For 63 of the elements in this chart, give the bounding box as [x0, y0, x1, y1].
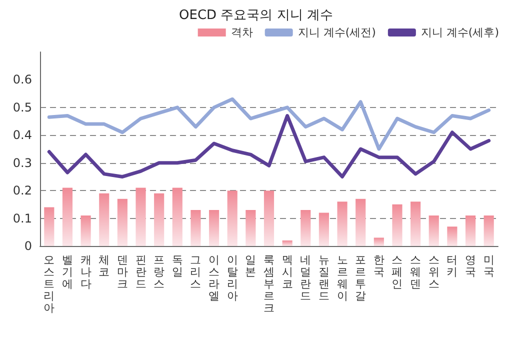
- x-tick-label: 노르웨이: [336, 254, 348, 302]
- x-tick-label: 터키: [446, 254, 458, 278]
- x-tick-label: 멕시코: [282, 254, 293, 290]
- x-tick-label: 한국: [373, 254, 384, 278]
- x-tick-label: 뉴질랜드: [318, 254, 330, 302]
- line-series: [47, 97, 491, 151]
- bar: [374, 238, 384, 246]
- bar: [246, 210, 256, 246]
- y-tick-label: 0.6: [12, 72, 32, 87]
- bar: [227, 190, 238, 246]
- bar: [117, 198, 128, 246]
- y-tick-label: 0.1: [12, 211, 32, 226]
- line-series: [47, 114, 491, 178]
- bar: [264, 190, 274, 246]
- x-tick-label: 이스라엘: [208, 254, 220, 302]
- bar: [209, 210, 220, 246]
- bar: [356, 198, 366, 246]
- bar: [44, 207, 54, 246]
- x-tick-label: 스페인: [392, 254, 403, 290]
- y-tick-label: 0: [24, 239, 32, 253]
- x-tick-label: 네덜란드: [300, 254, 312, 302]
- bar: [484, 216, 494, 246]
- y-tick-label: 0.2: [12, 184, 32, 198]
- x-tick-label: 그리스: [190, 254, 202, 290]
- x-tick-label: 일본: [245, 254, 256, 278]
- y-tick-label: 0.4: [12, 128, 32, 142]
- x-tick-label: 오스트리아: [44, 254, 55, 314]
- bar: [190, 210, 201, 246]
- chart-title: OECD 주요국의 지니 계수: [179, 8, 333, 23]
- bar: [80, 216, 91, 246]
- bar: [428, 216, 439, 246]
- x-tick-label: 이탈리아: [226, 254, 238, 302]
- bar: [318, 212, 329, 246]
- x-tick-label: 영국: [465, 254, 476, 278]
- x-tick-label: 핀란드: [135, 254, 146, 290]
- x-tick-label: 스위스: [428, 254, 440, 290]
- bar: [154, 193, 164, 246]
- x-tick-label: 프랑스: [154, 254, 165, 290]
- y-tick-label: 0.5: [12, 100, 32, 114]
- y-tick-label: 0.3: [12, 156, 32, 170]
- x-tick-label: 독일: [172, 254, 183, 278]
- x-tick-label: 캐나다: [80, 254, 92, 290]
- bar: [300, 210, 311, 246]
- x-tick-label: 덴마크: [116, 254, 128, 290]
- x-tick-label: 미국: [483, 254, 494, 278]
- bar: [392, 204, 402, 246]
- bar: [465, 216, 476, 246]
- x-tick-label: 체코: [98, 254, 110, 278]
- bar: [62, 188, 73, 246]
- x-tick-label: 룩셈부르크: [264, 254, 274, 314]
- x-tick-label: 포르투갈: [355, 254, 366, 302]
- bar: [99, 193, 110, 246]
- x-tick-label: 스웨덴: [410, 254, 422, 290]
- bar: [136, 188, 146, 246]
- bar: [282, 240, 292, 246]
- legend-label: 지니 계수(세전): [298, 26, 376, 39]
- legend-label: 지니 계수(세후): [420, 26, 500, 39]
- x-tick-label: 벨기에: [62, 254, 73, 290]
- bar: [337, 202, 348, 246]
- legend-label: 격차: [230, 26, 253, 39]
- bar: [172, 188, 182, 246]
- bar: [447, 226, 458, 246]
- bar: [410, 202, 421, 246]
